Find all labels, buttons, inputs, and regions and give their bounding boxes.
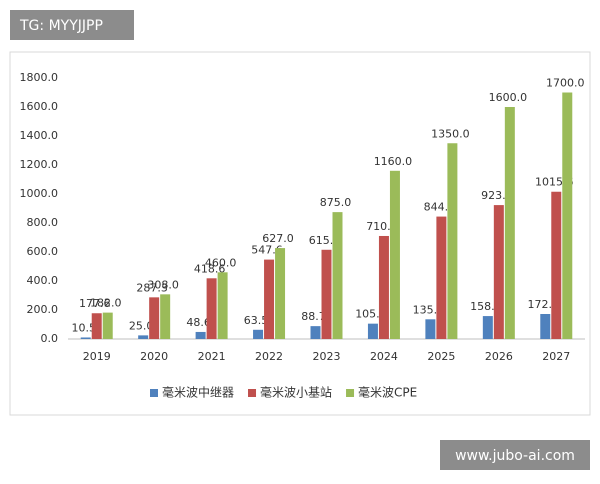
value-label: 460.0 <box>205 256 237 269</box>
value-label: 1350.0 <box>431 127 470 140</box>
value-label: 923.5 <box>481 189 513 202</box>
value-label: 875.0 <box>320 196 352 209</box>
legend-swatch <box>248 389 257 397</box>
x-tick-label: 2020 <box>140 350 168 363</box>
y-tick-label: 800.0 <box>27 216 59 229</box>
value-label: 158.1 <box>470 300 502 313</box>
x-tick-label: 2024 <box>370 350 398 363</box>
bar <box>551 191 562 339</box>
bar <box>504 107 515 339</box>
watermark: TG: MYYJJPP <box>19 18 103 34</box>
value-label: 418.6 <box>194 262 226 275</box>
value-label: 63.5 <box>244 314 269 327</box>
y-tick-label: 0.0 <box>41 332 59 345</box>
bar <box>138 335 149 339</box>
bar <box>389 170 400 339</box>
value-label: 627.0 <box>262 232 294 245</box>
bar <box>217 272 228 339</box>
bar <box>367 323 378 339</box>
watermark-box <box>440 440 590 470</box>
y-tick-label: 1800.0 <box>20 71 59 84</box>
bar <box>425 319 436 339</box>
y-tick-label: 1000.0 <box>20 187 59 200</box>
x-tick-label: 2019 <box>83 350 111 363</box>
y-tick-label: 200.0 <box>27 303 59 316</box>
legend-label: 毫米波中继器 <box>162 385 234 400</box>
value-label: 308.0 <box>147 278 179 291</box>
bar <box>275 248 286 339</box>
bar <box>310 326 321 339</box>
y-tick-label: 1600.0 <box>20 100 59 113</box>
x-tick-label: 2022 <box>255 350 283 363</box>
bar <box>253 329 264 339</box>
bar <box>332 212 343 339</box>
y-tick-label: 1200.0 <box>20 158 59 171</box>
bar <box>195 331 206 339</box>
y-tick-label: 600.0 <box>27 245 59 258</box>
value-label: 182.0 <box>90 297 122 310</box>
bar <box>447 143 458 339</box>
value-label: 1160.0 <box>374 155 413 168</box>
legend-label: 毫米波小基站 <box>260 385 332 400</box>
bar <box>378 235 389 339</box>
x-tick-label: 2021 <box>198 350 226 363</box>
bar <box>160 294 171 339</box>
bar <box>562 92 573 339</box>
value-label: 135.8 <box>413 303 445 316</box>
value-label: 844.3 <box>424 201 456 214</box>
x-tick-label: 2023 <box>313 350 341 363</box>
y-tick-label: 400.0 <box>27 274 59 287</box>
watermark-box <box>10 10 134 40</box>
bar <box>540 314 551 339</box>
bar <box>91 313 102 339</box>
value-label: 105.8 <box>355 308 387 321</box>
value-label: 287.3 <box>136 281 168 294</box>
legend-swatch <box>150 389 158 397</box>
value-label: 1700.0 <box>546 77 585 90</box>
bar <box>321 249 332 339</box>
bar <box>482 316 493 339</box>
value-label: 177.6 <box>79 297 111 310</box>
legend-swatch <box>346 389 355 397</box>
bar <box>102 312 113 339</box>
value-label: 710.5 <box>366 220 398 233</box>
bar <box>264 259 275 339</box>
value-label: 547.6 <box>251 244 283 257</box>
bar <box>493 205 504 339</box>
value-label: 48.6 <box>186 316 211 329</box>
bar <box>80 337 91 339</box>
x-tick-label: 2026 <box>485 350 513 363</box>
value-label: 615.3 <box>309 234 341 247</box>
value-label: 172.4 <box>528 298 560 311</box>
bar <box>149 297 160 339</box>
legend-label: 毫米波CPE <box>358 385 417 400</box>
x-tick-label: 2025 <box>427 350 455 363</box>
x-tick-label: 2027 <box>542 350 570 363</box>
bar <box>206 278 217 339</box>
value-label: 1600.0 <box>489 91 528 104</box>
value-label: 10.5 <box>71 321 96 334</box>
bar <box>436 216 447 339</box>
watermark: www.jubo-ai.com <box>455 448 575 464</box>
chart-frame <box>9 51 591 416</box>
value-label: 25.0 <box>129 319 154 332</box>
y-tick-label: 1400.0 <box>20 129 59 142</box>
value-label: 88.7 <box>301 310 326 323</box>
